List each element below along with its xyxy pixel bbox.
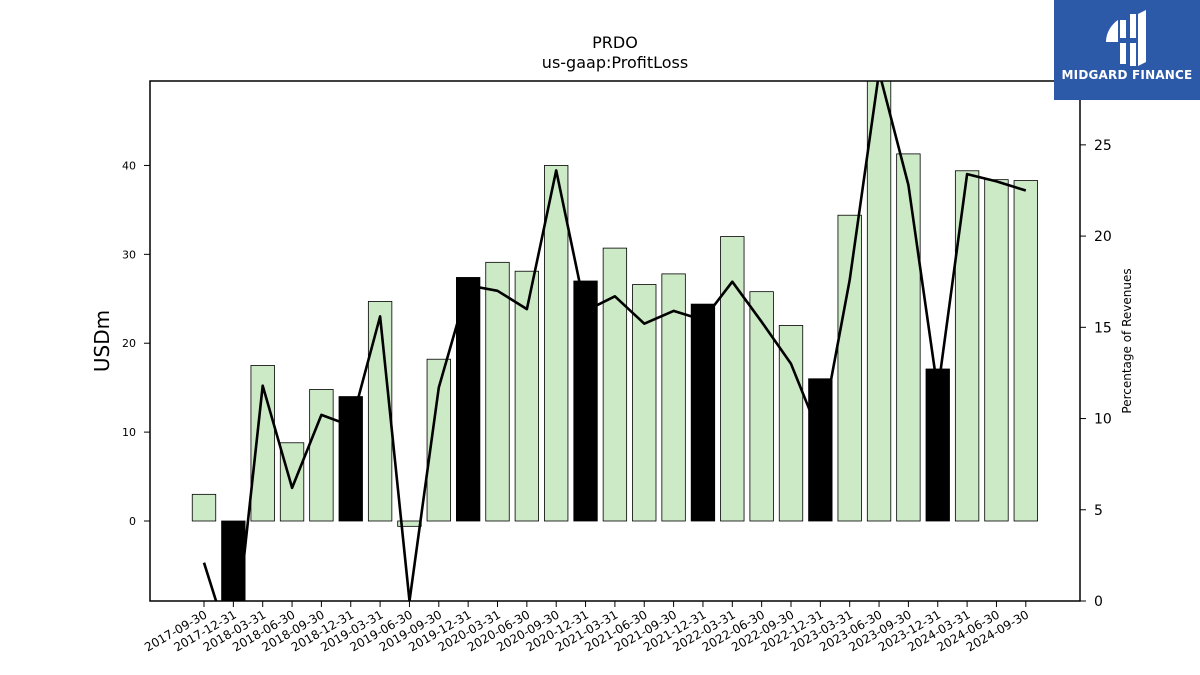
y-right-tick-label: 20 bbox=[1094, 229, 1112, 245]
y-right-tick-label: 5 bbox=[1094, 503, 1103, 519]
y-left-tick-label: 40 bbox=[122, 159, 136, 172]
y-axis-label-right: Percentage of Revenues bbox=[1120, 268, 1134, 413]
y-axis-right: 0 5 10 15 20 25 bbox=[1080, 138, 1112, 610]
bar-2024-09-30 bbox=[1013, 180, 1038, 522]
bar-2021-12-31 bbox=[690, 303, 716, 522]
line-series bbox=[202, 81, 1027, 601]
bar-2019-12-31 bbox=[455, 277, 481, 522]
bar-2017-09-30 bbox=[191, 493, 217, 522]
bar-2022-09-30 bbox=[778, 325, 804, 522]
bar-2018-09-30 bbox=[309, 389, 334, 522]
bar-2022-12-31 bbox=[808, 378, 833, 522]
bar-2021-03-31 bbox=[602, 247, 628, 522]
bar-2019-09-30 bbox=[426, 358, 451, 522]
y-axis-label-left: USDm bbox=[90, 310, 114, 372]
percentage-line bbox=[202, 81, 1027, 601]
brand-name: MIDGARD FINANCE bbox=[1061, 68, 1193, 82]
bar-2022-03-31 bbox=[720, 236, 745, 522]
bar-2023-12-31 bbox=[925, 368, 950, 522]
x-axis: 2017-09-302017-12-312018-03-312018-06-30… bbox=[142, 601, 1031, 654]
y-right-tick-label: 15 bbox=[1094, 320, 1112, 336]
bar-2023-03-31 bbox=[837, 214, 862, 522]
y-axis-left: 0 10 20 30 40 bbox=[122, 159, 150, 528]
y-right-tick-label: 25 bbox=[1094, 138, 1112, 154]
bar-2023-09-30 bbox=[896, 153, 921, 522]
bar-2023-06-30 bbox=[866, 81, 892, 522]
y-left-tick-label: 20 bbox=[122, 337, 136, 350]
bar-2020-06-30 bbox=[514, 270, 539, 522]
bar-2022-06-30 bbox=[749, 291, 774, 522]
y-right-tick-label: 10 bbox=[1094, 412, 1112, 428]
bar-2020-12-31 bbox=[573, 280, 598, 522]
chart-title: PRDO bbox=[592, 33, 638, 52]
bar-2019-03-31 bbox=[367, 301, 393, 522]
bar-2021-06-30 bbox=[632, 284, 657, 522]
y-left-tick-label: 0 bbox=[129, 515, 136, 528]
bar-2021-09-30 bbox=[661, 273, 686, 522]
y-left-tick-label: 10 bbox=[122, 426, 136, 439]
y-left-tick-label: 30 bbox=[122, 248, 136, 261]
brand-logo: MIDGARD FINANCE bbox=[1054, 0, 1200, 100]
y-right-tick-label: 0 bbox=[1094, 594, 1103, 610]
bar-2018-06-30 bbox=[279, 442, 305, 522]
midgard-logo-icon bbox=[1106, 10, 1146, 66]
bar-2017-12-31 bbox=[221, 520, 246, 601]
bar-2024-06-30 bbox=[984, 179, 1009, 522]
bar-2018-12-31 bbox=[338, 396, 363, 522]
bar-2020-03-31 bbox=[485, 261, 510, 522]
bar-series bbox=[191, 81, 1038, 601]
chart-subtitle: us-gaap:ProfitLoss bbox=[542, 53, 688, 72]
bar-2020-09-30 bbox=[544, 165, 569, 522]
bar-2024-03-31 bbox=[954, 170, 980, 522]
